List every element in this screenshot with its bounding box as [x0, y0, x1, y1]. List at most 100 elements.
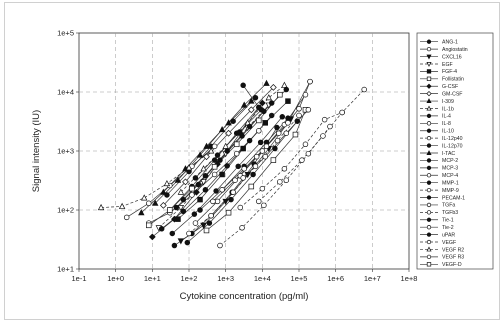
data-point-i-tac: [196, 151, 204, 158]
data-point-vegf-d: [277, 91, 283, 98]
legend-label-il-12p40: IL-12p40: [442, 136, 463, 142]
series-line-follistatin: [206, 109, 306, 231]
data-point-mcp-3: [191, 211, 198, 217]
data-point-vegf: [339, 109, 345, 116]
data-point-follistatin: [248, 183, 255, 190]
data-point-follistatin: [292, 131, 299, 138]
data-point-mcp-3: [213, 188, 219, 194]
data-point-mcp-4: [253, 153, 260, 160]
data-point-il-10: [224, 148, 230, 154]
data-point-gm-csf: [269, 83, 277, 91]
data-point-ang-1: [274, 124, 280, 131]
legend-label-g-csf: G-CSF: [442, 84, 458, 90]
data-point-vegf-r3: [283, 130, 290, 136]
series-line-vegf-r2: [101, 150, 212, 208]
legend-label-tie-1: Tie-1: [442, 218, 454, 224]
x-tick-label: 1e+6: [327, 274, 344, 283]
x-tick-label: 1e+0: [107, 274, 124, 283]
data-point-i-tac: [174, 176, 182, 183]
data-point-i-tac: [240, 101, 248, 108]
data-point-il-10: [180, 196, 187, 203]
data-point-mmp-9: [239, 225, 245, 231]
data-point-vegf-d: [167, 207, 173, 213]
data-point-tie-1: [214, 152, 221, 158]
legend-marker-i-309: [426, 98, 432, 104]
data-point-vegf: [361, 86, 367, 93]
legend-marker-tgfa: [426, 202, 432, 208]
data-point-cxcl16: [177, 238, 185, 245]
x-tick-label: 1e+3: [217, 274, 234, 283]
data-point-il-12p40: [274, 137, 281, 144]
data-point-il-12p40: [230, 189, 236, 195]
data-point-cxcl16: [200, 222, 207, 229]
data-point-fgf-4: [285, 98, 291, 104]
data-point-mcp-2: [197, 207, 203, 213]
data-point-vegf-r3: [240, 175, 246, 181]
legend-label-cxcl16: CXCL16: [442, 54, 462, 60]
data-point-tgfa: [123, 214, 130, 221]
legend-label-vegf-d: VEGF-D: [442, 262, 462, 268]
data-point-gm-csf: [159, 201, 167, 209]
legend-marker-vegf-r3: [426, 254, 432, 260]
data-point-mcp-4: [232, 177, 238, 183]
legend-marker-i-tac: [426, 150, 432, 155]
legend-marker-il-12p70: [426, 143, 432, 148]
x-tick-label: 1e+4: [254, 274, 271, 283]
data-point-g-csf: [171, 215, 178, 223]
series-line-mcp-3: [172, 116, 283, 234]
data-point-follistatin: [225, 209, 232, 216]
data-point-tie-1: [192, 175, 199, 181]
data-point-vegf-r2: [118, 202, 126, 209]
y-tick-label: 1e+3: [57, 147, 74, 156]
data-point-mmp-9: [283, 177, 290, 183]
legend-label-mmp-1: MMP-1: [442, 180, 459, 186]
data-point-il-8: [259, 148, 266, 154]
legend-marker-tgfb3: [426, 210, 432, 215]
data-point-tie-1: [236, 129, 243, 135]
legend-label-vegf-r3: VEGF R3: [442, 255, 464, 261]
data-point-il-12p40: [296, 112, 302, 119]
data-point-gm-csf: [247, 106, 255, 114]
data-point-mcp-2: [285, 115, 291, 121]
data-point-pecam-1: [195, 181, 202, 188]
data-point-vegf-r2: [163, 179, 171, 187]
data-point-fgf-4: [219, 171, 225, 178]
data-point-mcp-4: [210, 198, 216, 205]
y-axis-ticks: 1e+1 1e+2 1e+3 1e+4 1e+5: [57, 29, 79, 274]
x-tick-label: 1e+8: [401, 274, 418, 283]
data-point-vegf-r3: [262, 153, 268, 160]
data-point-i-tac: [152, 199, 159, 206]
data-point-vegf-r2: [185, 164, 193, 171]
data-point-vegf: [320, 133, 326, 139]
data-point-angiostatin: [211, 171, 218, 178]
data-point-il-1b: [222, 142, 229, 149]
x-tick-label: 1e+2: [181, 274, 198, 283]
data-point-mcp-3: [279, 114, 286, 120]
data-point-vegf-d: [233, 141, 240, 148]
data-point-il-8: [302, 91, 309, 98]
legend-marker-egf: [426, 61, 432, 67]
legend-marker-il-8: [426, 121, 432, 126]
data-point-g-csf: [258, 99, 266, 107]
data-point-il-12p70: [164, 192, 170, 198]
chart-frame: 1e-1 1e+0 1e+1 1e+2 1e+3 1e+4 1e+5 1e+6 1e+7 1e+8…: [4, 2, 500, 320]
data-point-mmp-9: [261, 202, 267, 209]
data-point-i-309: [203, 142, 210, 149]
scatter-chart: 1e-1 1e+0 1e+1 1e+2 1e+3 1e+4 1e+5 1e+6 1e+7 1e+8…: [5, 3, 499, 319]
data-point-vegf-r2: [97, 203, 105, 211]
data-point-i-tac: [218, 126, 226, 133]
legend-marker-upar: [426, 232, 432, 237]
data-point-angiostatin: [233, 150, 240, 157]
legend-label-tie-2: Tie-2: [442, 225, 454, 231]
data-point-mcp-3: [235, 163, 241, 170]
legend-label-upar: uPAR: [442, 232, 455, 238]
legend-marker-g-csf: [426, 83, 432, 89]
data-point-vegf-r3: [305, 107, 312, 113]
legend-label-tgfa: TGFa: [442, 203, 455, 209]
data-point-mmp-1: [272, 145, 278, 152]
legend-label-gm-csf: GM-CSF: [442, 91, 462, 97]
data-point-i-tac: [263, 79, 270, 86]
x-tick-label: 1e+1: [144, 274, 161, 283]
legend-label-mmp-9: MMP-9: [442, 188, 459, 194]
data-point-upar: [224, 163, 230, 169]
